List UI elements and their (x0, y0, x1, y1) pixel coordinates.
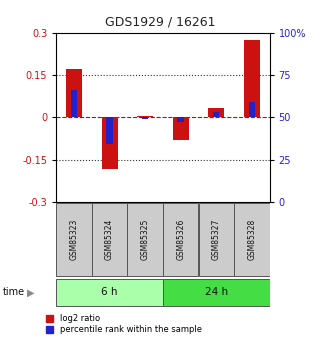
Text: GDS1929 / 16261: GDS1929 / 16261 (105, 16, 216, 29)
Text: GSM85328: GSM85328 (247, 219, 256, 260)
Text: GSM85327: GSM85327 (212, 219, 221, 260)
Bar (56, 203, 92, 276)
Bar (106, 117, 113, 144)
Bar (234, 203, 270, 276)
Text: GSM85323: GSM85323 (69, 219, 78, 260)
Legend: log2 ratio, percentile rank within the sample: log2 ratio, percentile rank within the s… (44, 313, 204, 336)
Bar (178, 117, 184, 122)
Text: 6 h: 6 h (101, 287, 118, 297)
Text: GSM85326: GSM85326 (176, 219, 185, 260)
Bar (163, 203, 198, 276)
Bar (101, 117, 117, 169)
Bar (142, 117, 148, 119)
Bar (71, 90, 77, 117)
Text: GSM85324: GSM85324 (105, 219, 114, 260)
Text: GSM85325: GSM85325 (141, 219, 150, 260)
Bar (163, 279, 270, 306)
Bar (199, 203, 234, 276)
Text: time: time (3, 287, 25, 297)
Bar (66, 69, 82, 117)
Bar (208, 108, 224, 117)
Bar (213, 112, 220, 117)
Bar (127, 203, 163, 276)
Bar (249, 102, 255, 117)
Bar (92, 203, 127, 276)
Bar (56, 279, 163, 306)
Bar (244, 40, 260, 117)
Bar (173, 117, 189, 140)
Text: 24 h: 24 h (205, 287, 228, 297)
Text: ▶: ▶ (27, 287, 34, 297)
